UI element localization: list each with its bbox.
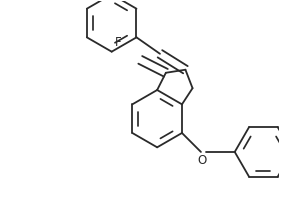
Text: F: F	[115, 36, 122, 49]
Text: O: O	[197, 154, 207, 167]
